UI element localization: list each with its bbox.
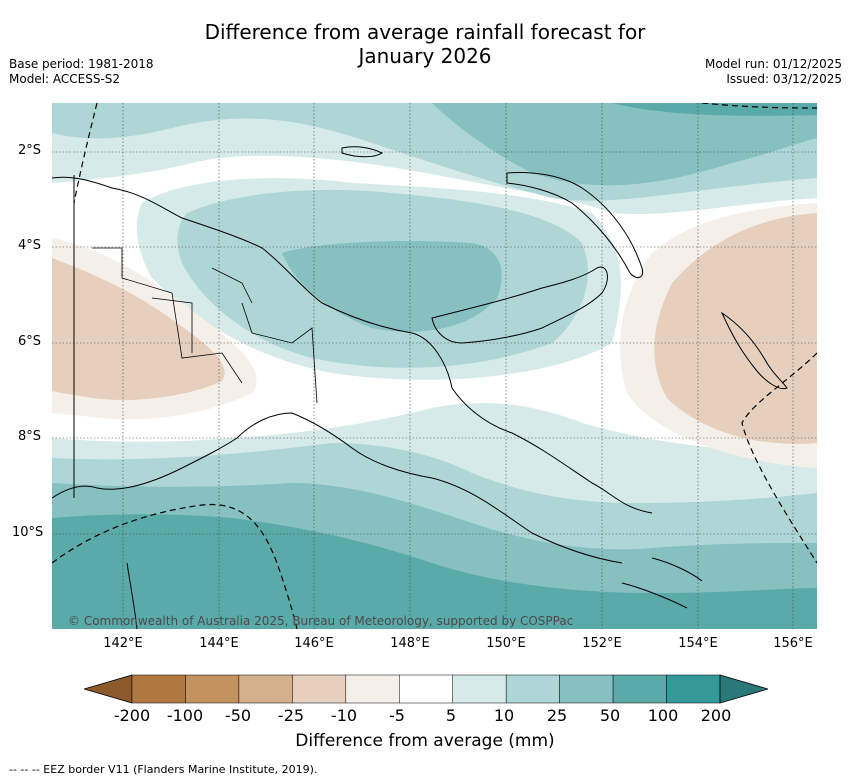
legend-swatch bbox=[399, 674, 453, 704]
base-period-label: Base period: 1981-2018 bbox=[9, 57, 154, 71]
meta-left: Base period: 1981-2018 Model: ACCESS-S2 bbox=[9, 57, 154, 87]
legend-swatch bbox=[559, 674, 614, 704]
legend-tick: -200 bbox=[113, 706, 151, 725]
legend-tick: 50 bbox=[599, 706, 621, 725]
legend-swatch bbox=[612, 674, 667, 704]
cape-york-coast bbox=[126, 562, 138, 629]
legend-tick: 200 bbox=[700, 706, 732, 725]
legend-swatch bbox=[452, 674, 507, 704]
lat-label-6s: 6°S bbox=[18, 334, 42, 349]
legend-swatch bbox=[666, 674, 721, 704]
lat-label-2s: 2°S bbox=[18, 143, 42, 158]
legend-tick: 10 bbox=[493, 706, 515, 725]
legend-tick: -100 bbox=[166, 706, 204, 725]
legend-swatch bbox=[345, 674, 400, 704]
title-line-1: Difference from average rainfall forecas… bbox=[204, 20, 646, 44]
lon-label-146e: 146°E bbox=[294, 636, 334, 651]
lon-label-152e: 152°E bbox=[582, 636, 622, 651]
new-ireland-coast bbox=[506, 172, 644, 279]
lon-label-150e: 150°E bbox=[486, 636, 526, 651]
bougainville-coast bbox=[720, 311, 788, 390]
model-run-label: Model run: 01/12/2025 bbox=[704, 57, 842, 71]
province-borders bbox=[92, 247, 318, 404]
new-guinea-coast bbox=[52, 176, 653, 564]
legend-title: Difference from average (mm) bbox=[295, 731, 555, 751]
legend-tick: -25 bbox=[277, 706, 305, 725]
legend-tick: 100 bbox=[647, 706, 679, 725]
new-britain-coast bbox=[431, 266, 608, 344]
page-title: Difference from average rainfall forecas… bbox=[0, 20, 850, 68]
legend-tick: -5 bbox=[389, 706, 405, 725]
contour-north-darker bbox=[612, 103, 817, 116]
legend-arrow-low bbox=[84, 674, 133, 704]
model-label: Model: ACCESS-S2 bbox=[9, 72, 121, 86]
solomon-islands-coast bbox=[621, 557, 703, 609]
manus-coast bbox=[341, 146, 384, 158]
legend-tick: -10 bbox=[330, 706, 358, 725]
legend-swatch bbox=[131, 674, 186, 704]
contour-east-brown bbox=[654, 213, 817, 444]
legend-segments bbox=[84, 674, 768, 704]
legend-tick: 25 bbox=[546, 706, 568, 725]
title-line-2: January 2026 bbox=[358, 44, 492, 68]
lon-label-142e: 142°E bbox=[103, 636, 143, 651]
eez-borders bbox=[52, 103, 817, 629]
meta-right: Model run: 01/12/2025 Issued: 03/12/2025 bbox=[705, 57, 842, 87]
eez-footnote: -- -- -- EEZ border V11 (Flanders Marine… bbox=[9, 763, 318, 776]
lon-label-148e: 148°E bbox=[390, 636, 430, 651]
legend-colorbar bbox=[84, 674, 768, 704]
contour-north-dark bbox=[432, 103, 817, 186]
contour-west-brown bbox=[52, 258, 225, 401]
legend-swatch bbox=[292, 674, 347, 704]
map-credit: © Commonwealth of Australia 2025, Bureau… bbox=[68, 614, 574, 628]
lat-label-10s: 10°S bbox=[12, 525, 44, 540]
graticule bbox=[52, 103, 817, 629]
legend-tick: 5 bbox=[445, 706, 457, 725]
coastlines bbox=[52, 146, 788, 629]
legend-swatch bbox=[185, 674, 240, 704]
legend-swatch bbox=[505, 674, 560, 704]
legend-swatch bbox=[238, 674, 293, 704]
issued-label: Issued: 03/12/2025 bbox=[726, 72, 842, 86]
lon-label-144e: 144°E bbox=[199, 636, 239, 651]
lat-label-8s: 8°S bbox=[18, 429, 42, 444]
legend-tick: -50 bbox=[224, 706, 252, 725]
lon-label-154e: 154°E bbox=[678, 636, 718, 651]
legend-arrow-high bbox=[719, 674, 768, 704]
lon-label-156e: 156°E bbox=[773, 636, 813, 651]
rainfall-map bbox=[52, 103, 817, 629]
contour-central-dark bbox=[282, 241, 502, 332]
contour-south-darker bbox=[52, 514, 817, 629]
lat-label-4s: 4°S bbox=[18, 238, 42, 253]
